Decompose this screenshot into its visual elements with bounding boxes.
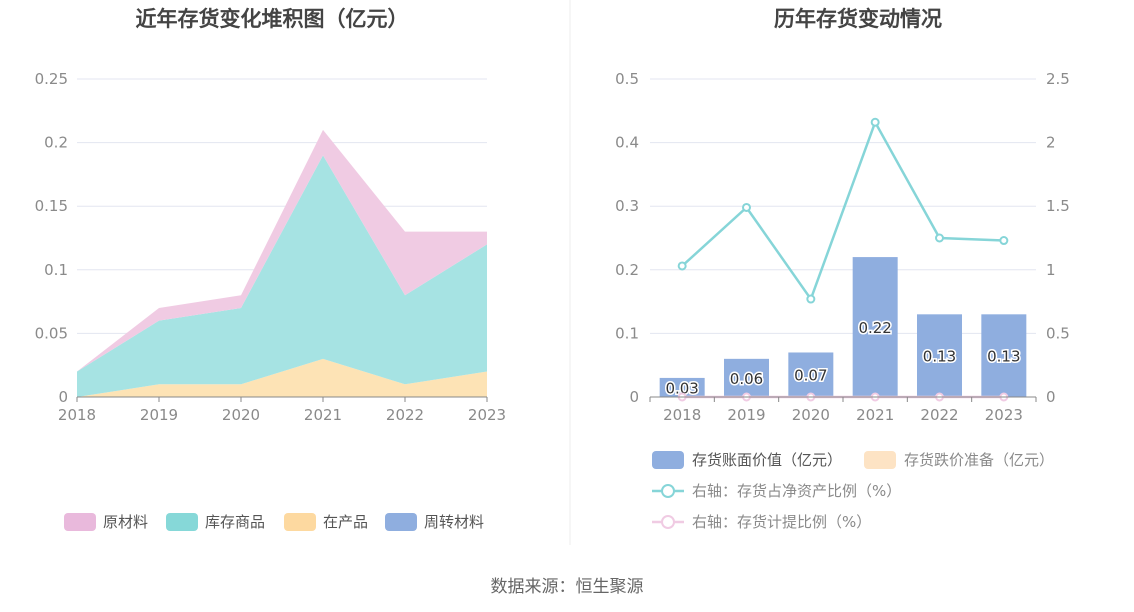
right-y-tick-label: 0.2 [615,261,639,279]
left-legend-item[interactable]: 库存商品 [166,513,265,531]
right-y2-tick-label: 1 [1046,261,1056,279]
bar-book-value [659,377,705,397]
right-legend[interactable]: 存货账面价值（亿元） 存货跌价准备（亿元）右轴：存货占净资产比例（%） 右轴：存货计… [652,451,1054,531]
right-y-tick-label: 0.5 [615,70,639,88]
data-source: 数据来源：恒生聚源 [491,577,644,597]
bar-book-value [981,314,1027,397]
left-x-tick-label: 2018 [58,406,96,424]
left-x-tick-label: 2021 [304,406,342,424]
legend-marker [661,515,675,529]
left-y-tick-label: 0.15 [35,197,68,215]
line-point [870,117,880,127]
right-x-tick-label: 2018 [663,406,701,424]
bar-line-chart: 历年存货变动情况 0.030.06 0.070.220.13 0.13 00.10.… [615,7,1070,531]
legend-label: 原材料 [103,513,148,531]
legend-marker [661,484,675,498]
legend-swatch [385,513,417,531]
right-legend-item[interactable]: 右轴：存货计提比例（%） [652,513,871,531]
legend-swatch [64,513,96,531]
line-point [806,294,816,304]
left-legend-item[interactable]: 周转材料 [385,513,484,531]
right-y2-tick-label: 0.5 [1046,324,1070,342]
left-chart-title: 近年存货变化堆积图（亿元） [136,7,409,31]
right-x-tick-label: 2022 [920,406,958,424]
right-x-tick-label: 2023 [985,406,1023,424]
bar-book-value [852,257,898,397]
left-legend-item[interactable]: 原材料 [64,513,148,531]
legend-label: 右轴：存货计提比例（%） [692,513,871,531]
stacked-area-chart: 近年存货变化堆积图（亿元） 0 0.05 0.1 0.15 0.2 0.25 2018 201… [35,7,507,531]
legend-swatch [652,451,684,469]
line-point [935,233,944,243]
line-point [999,236,1009,246]
area-库存商品 [77,155,487,397]
right-y2-tick-label: 1.5 [1046,197,1070,215]
line-point [677,261,687,271]
right-y2-tick-label: 2.5 [1046,70,1070,88]
legend-label: 周转材料 [424,513,484,531]
right-axis: 0 0.1 0.2 0.3 0.4 0.5 0 0.5 1 1.5 2 2.5 2018 2019 2020… [615,70,1070,424]
left-legend[interactable]: 原材料 库存商品 在产品 周转材料 [64,513,484,531]
right-grid [650,78,1036,334]
left-y-tick-label: 0 [58,388,68,406]
bar-data-label: 0.13 [987,348,1020,366]
right-chart-title: 历年存货变动情况 [774,7,942,31]
bar-data-label: 0.03 [665,379,698,397]
right-y-tick-label: 0.4 [615,134,639,152]
right-y2-tick-label: 0 [1046,388,1056,406]
right-y-tick-label: 0.1 [615,324,639,342]
left-y-tick-label: 0.25 [35,70,68,88]
right-legend-item[interactable]: 右轴：存货占净资产比例（%） [652,482,901,500]
legend-label: 存货跌价准备（亿元） [904,451,1054,469]
right-y-tick-label: 0 [629,388,639,406]
legend-label: 右轴：存货占净资产比例（%） [692,482,901,500]
left-y-tick-label: 0.1 [44,261,68,279]
left-y-tick-label: 0.2 [44,134,68,152]
area-在产品 [77,358,487,397]
bar-data-label: 0.06 [730,370,763,388]
legend-swatch [284,513,316,531]
left-legend-item[interactable]: 在产品 [284,513,368,531]
right-legend-item[interactable]: 存货跌价准备（亿元） [864,451,1054,469]
line-point [742,202,751,212]
legend-label: 在产品 [323,513,368,531]
bar-book-value [724,358,769,397]
left-x-tick-label: 2022 [386,406,424,424]
legend-swatch [864,451,896,469]
bar-data-label: 0.13 [923,348,956,366]
legend-label: 存货账面价值（亿元） [692,451,842,469]
right-x-tick-label: 2019 [727,406,765,424]
bar-book-value [917,314,962,397]
right-x-tick-label: 2021 [856,406,894,424]
left-x-tick-label: 2019 [140,406,178,424]
bar-data-label: 0.22 [858,319,891,337]
left-y-tick-label: 0.05 [35,324,68,342]
line-series [681,119,1004,302]
right-x-tick-label: 2020 [792,406,830,424]
right-y-tick-label: 0.3 [615,197,639,215]
legend-swatch [166,513,198,531]
left-areas [77,129,487,397]
right-legend-item[interactable]: 存货账面价值（亿元） [652,451,842,469]
left-axis: 0 0.05 0.1 0.15 0.2 0.25 2018 2019 2020 2021 2022 2… [35,70,507,424]
bar-data-label: 0.07 [794,367,827,385]
right-bars: 0.03 0.06 0.07 0.22 0.13 0.13 [659,257,1027,399]
area-原材料 [77,129,487,372]
bar-book-value [788,352,834,397]
left-x-tick-label: 2020 [222,406,260,424]
left-x-tick-label: 2023 [468,406,506,424]
legend-label: 库存商品 [205,513,265,531]
right-y2-tick-label: 2 [1046,134,1056,152]
